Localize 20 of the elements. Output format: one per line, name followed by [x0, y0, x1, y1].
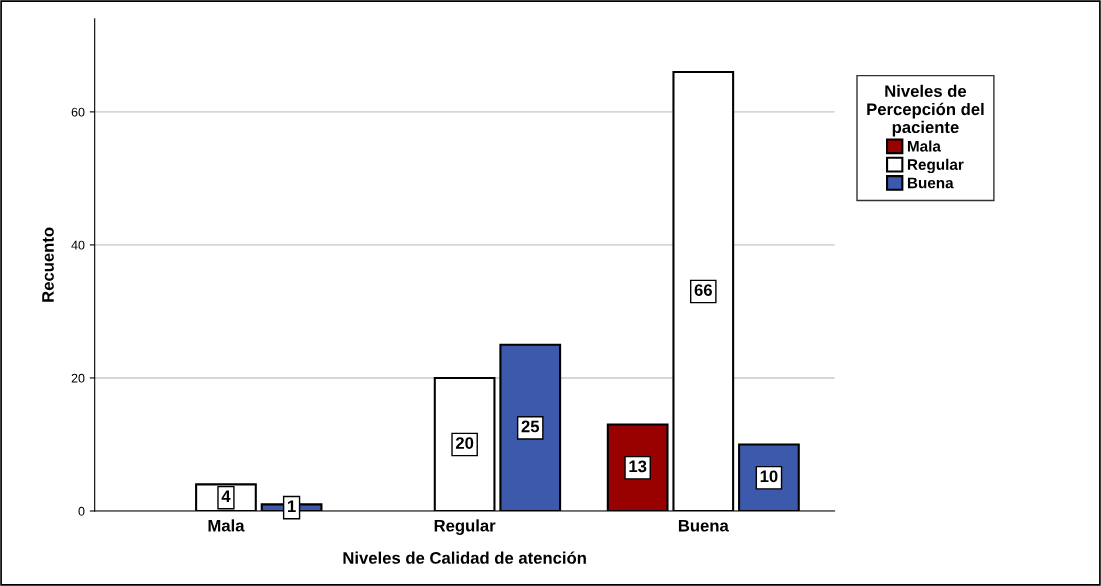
data-label: 25 — [521, 420, 540, 433]
x-tick-label: Regular — [434, 519, 496, 535]
y-tick-label: 20 — [71, 373, 85, 383]
legend-label: Buena — [907, 177, 954, 189]
data-label: 20 — [455, 437, 474, 449]
x-tick-label: Mala — [208, 519, 245, 532]
legend-label: Regular — [907, 158, 964, 174]
y-tick-label: 0 — [78, 506, 85, 516]
y-tick-label: 60 — [71, 107, 85, 117]
y-axis-title: Recuento — [42, 227, 54, 302]
legend-title: Niveles de Percepción del paciente — [867, 84, 984, 137]
y-tick-label: 40 — [71, 240, 85, 250]
data-label: 4 — [221, 490, 231, 502]
data-label: 1 — [288, 500, 296, 512]
legend-label: Mala — [907, 140, 941, 152]
data-label: 10 — [760, 470, 778, 483]
x-axis-title: Niveles de Calidad de atención — [343, 551, 586, 564]
data-label: 13 — [629, 460, 647, 473]
data-label: 66 — [694, 284, 712, 296]
x-tick-label: Buena — [678, 519, 729, 532]
